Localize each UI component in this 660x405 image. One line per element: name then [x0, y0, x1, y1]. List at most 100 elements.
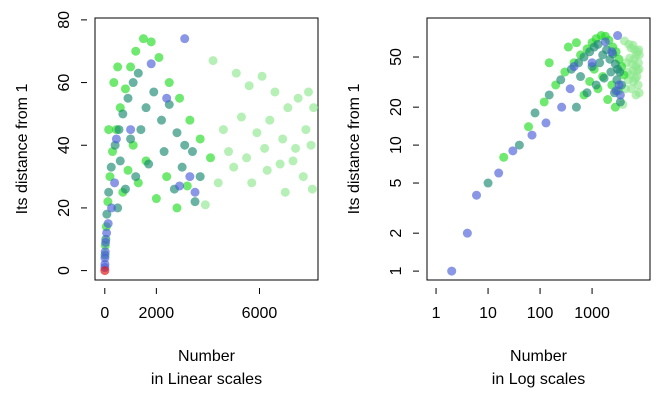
point [136, 125, 146, 135]
point [213, 178, 223, 188]
point [146, 59, 156, 69]
point [582, 88, 592, 98]
point [280, 187, 290, 197]
point [236, 112, 246, 122]
point [291, 143, 301, 153]
x-axis-label: in Log scales [492, 371, 585, 388]
x-axis-label: in Linear scales [151, 371, 262, 388]
point [571, 102, 581, 112]
x-axis-label: Number [178, 348, 236, 365]
point [154, 52, 164, 62]
point [283, 103, 293, 113]
y-tick-label: 60 [56, 74, 73, 92]
point [309, 103, 319, 113]
point [195, 172, 205, 182]
plot-frame [94, 17, 319, 281]
point [106, 203, 116, 213]
point [102, 228, 112, 238]
point [164, 78, 174, 88]
point [298, 172, 308, 182]
point [447, 266, 457, 276]
point [600, 37, 610, 47]
point [157, 115, 167, 125]
point [599, 73, 609, 83]
point [615, 67, 625, 77]
point [288, 156, 298, 166]
point [576, 72, 586, 82]
point [278, 134, 288, 144]
point [149, 87, 159, 97]
point [557, 102, 567, 112]
point [293, 93, 303, 103]
point [104, 187, 114, 197]
point [120, 84, 130, 94]
point [252, 128, 262, 138]
point [138, 34, 148, 44]
point [242, 153, 252, 163]
point [175, 93, 185, 103]
point [162, 172, 172, 182]
y-tick-label: 5 [388, 178, 405, 187]
point [514, 140, 524, 150]
point [187, 147, 197, 157]
point [172, 203, 182, 213]
point [579, 52, 589, 62]
point [162, 93, 172, 103]
y-axis-label: Its distance from 1 [14, 84, 31, 215]
point [110, 178, 120, 188]
point [262, 165, 272, 175]
point [128, 78, 138, 88]
point [499, 152, 509, 162]
x-tick-label: 100 [527, 305, 554, 322]
point [103, 219, 113, 229]
point [615, 97, 625, 107]
point [633, 80, 643, 90]
point [634, 88, 644, 98]
point [172, 128, 182, 138]
point [615, 90, 625, 100]
point [195, 134, 205, 144]
point [200, 200, 210, 210]
x-tick-label: 6000 [242, 305, 278, 322]
point [126, 134, 136, 144]
point [123, 165, 133, 175]
point [303, 87, 313, 97]
point [275, 159, 285, 169]
point [224, 147, 234, 157]
point [141, 103, 151, 113]
point [159, 147, 169, 157]
point [634, 64, 644, 74]
y-axis-label: Its distance from 1 [346, 84, 363, 215]
point [539, 97, 549, 107]
y-tick-label: 50 [388, 48, 405, 66]
point [114, 125, 124, 135]
point [109, 78, 119, 88]
point [613, 31, 623, 41]
point [205, 153, 215, 163]
point [218, 125, 228, 135]
plot-frame [426, 17, 651, 281]
point [118, 109, 128, 119]
y-tick-label: 10 [388, 136, 405, 154]
point [100, 247, 110, 257]
point [123, 93, 133, 103]
point [483, 178, 493, 188]
point [151, 194, 161, 204]
x-axis-label: Number [510, 348, 568, 365]
point [544, 58, 554, 68]
point [208, 56, 218, 66]
x-tick-label: 10 [479, 305, 497, 322]
point [593, 39, 603, 49]
point [530, 108, 540, 118]
point [185, 172, 195, 182]
y-tick-label: 40 [56, 136, 73, 154]
point [190, 197, 200, 207]
point [306, 140, 316, 150]
point [180, 34, 190, 44]
point [185, 115, 195, 125]
point [146, 37, 156, 47]
point [270, 87, 280, 97]
y-tick-label: 0 [56, 266, 73, 275]
